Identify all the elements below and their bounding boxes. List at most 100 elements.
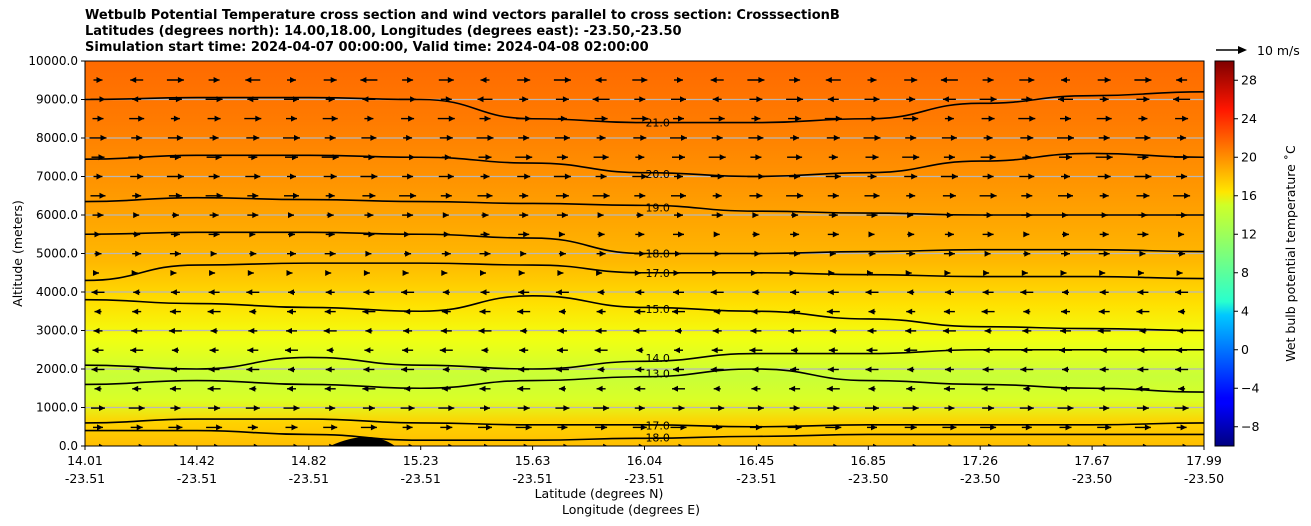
wind-arrow-head — [866, 347, 873, 354]
wind-arrow-head — [948, 443, 953, 446]
wind-arrow-head — [913, 154, 920, 161]
wind-arrow-head — [634, 385, 641, 392]
wind-arrow-head — [402, 347, 409, 354]
wind-arrow-head — [133, 289, 140, 296]
y-axis-label: Altitude (meters) — [10, 200, 25, 307]
wind-arrow-head — [484, 250, 491, 257]
x-tick-lat: 17.99 — [1186, 453, 1222, 468]
wind-arrow-head — [522, 96, 529, 103]
wind-arrow-head — [172, 212, 179, 219]
wind-arrow-head — [96, 77, 103, 83]
wind-arrow-head — [484, 405, 490, 412]
wind-arrow-head — [562, 192, 569, 199]
wind-arrow-head — [950, 134, 957, 141]
wind-arrow-head — [678, 115, 684, 122]
wind-arrow-head — [793, 134, 800, 141]
wind-arrow-head — [715, 192, 722, 199]
wind-arrow-head — [249, 385, 256, 392]
wind-arrow-head — [137, 463, 143, 469]
wind-arrow-head — [790, 289, 797, 296]
wind-arrow-head — [756, 192, 763, 199]
wind-arrow-head — [91, 289, 98, 296]
wind-arrow-head — [440, 327, 447, 334]
wind-arrow-head — [1067, 443, 1073, 446]
wind-arrow-head — [599, 250, 606, 257]
wind-arrow-head — [1067, 405, 1074, 412]
wind-arrow-head — [483, 173, 490, 180]
wind-arrow-head — [246, 366, 253, 373]
wind-arrow-head — [680, 192, 686, 199]
wind-arrow-head — [331, 424, 338, 431]
wind-arrow-head — [947, 115, 954, 122]
y-tick-label: 9000.0 — [36, 93, 78, 107]
wind-arrow-head — [330, 173, 337, 180]
wind-arrow-head — [754, 115, 761, 122]
wind-arrow-head — [367, 212, 374, 219]
wind-arrow-head — [679, 154, 685, 161]
wind-arrow-head — [599, 134, 606, 141]
wind-arrow-head — [1104, 173, 1111, 180]
wind-arrow-head — [213, 77, 220, 83]
wind-arrow-head — [1027, 134, 1034, 141]
wind-arrow-head — [173, 115, 180, 122]
wind-arrow-head — [364, 347, 371, 354]
wind-arrow-head — [485, 154, 492, 161]
plot-area: 21.020.019.018.017.015.014.013.017.018.0 — [84, 60, 1205, 469]
wind-arrow-head — [477, 96, 484, 103]
wind-arrow-head — [1141, 115, 1148, 122]
wind-arrow-head — [439, 347, 446, 354]
wind-arrow-head — [293, 405, 300, 412]
contour-line — [85, 262, 1204, 282]
wind-arrow-head — [93, 270, 99, 276]
wind-arrow-head — [678, 231, 684, 238]
wind-arrow-head — [517, 308, 524, 315]
wind-arrow-head — [370, 424, 377, 431]
wind-arrow-head — [371, 463, 377, 469]
wind-arrow-head — [448, 443, 453, 446]
wind-arrow-head — [1104, 77, 1111, 83]
wind-arrow-head — [750, 327, 757, 334]
wind-arrow-head — [673, 289, 679, 296]
wind-arrow-head — [984, 250, 991, 257]
wind-arrow-head — [486, 424, 492, 431]
wind-arrow-head — [868, 231, 875, 238]
wind-arrow-head — [1029, 115, 1036, 122]
wind-arrow-head — [793, 405, 800, 412]
contour-label: 20.0 — [645, 168, 670, 181]
wind-arrow-head — [870, 77, 877, 83]
wind-arrow-head — [865, 366, 872, 373]
wind-arrow-head — [906, 385, 913, 392]
plot-content: 21.020.019.018.017.015.014.013.017.018.0 — [85, 77, 1204, 469]
wind-arrow-head — [523, 443, 529, 446]
wind-arrow-head — [365, 327, 372, 334]
quiver-key-label: 10 m/s — [1257, 43, 1300, 58]
wind-arrow-head — [408, 443, 414, 446]
wind-arrow-head — [1062, 289, 1068, 296]
y-tick-label: 3000.0 — [36, 324, 78, 338]
wind-arrow-head — [247, 347, 254, 354]
wind-arrow-head — [825, 77, 832, 83]
wind-arrow-head — [598, 231, 605, 238]
wind-arrow-head — [634, 308, 641, 315]
wind-arrow-head — [793, 231, 800, 238]
wind-arrow-head — [93, 327, 100, 334]
title-line-1: Wetbulb Potential Temperature cross sect… — [85, 8, 840, 23]
wind-arrow-head — [360, 77, 367, 83]
wind-arrow-head — [638, 154, 645, 161]
wind-arrow-head — [135, 192, 142, 199]
wind-arrow-head — [250, 250, 257, 257]
wind-arrow-head — [210, 250, 217, 257]
wind-arrow-head — [592, 96, 599, 103]
wind-arrow-head — [207, 385, 214, 392]
wind-arrow-head — [247, 270, 254, 276]
wind-arrow-head — [1028, 173, 1035, 180]
wind-arrow-head — [911, 77, 918, 83]
colorbar-tick-label: 24 — [1241, 111, 1257, 126]
wind-arrow-head — [408, 405, 415, 412]
wind-arrow-head — [943, 308, 950, 315]
wind-arrow-head — [133, 366, 140, 373]
wind-arrow-head — [990, 96, 997, 103]
wind-arrow-head — [97, 115, 104, 122]
wind-arrow-head — [636, 347, 643, 354]
wind-arrow-head — [368, 405, 375, 412]
